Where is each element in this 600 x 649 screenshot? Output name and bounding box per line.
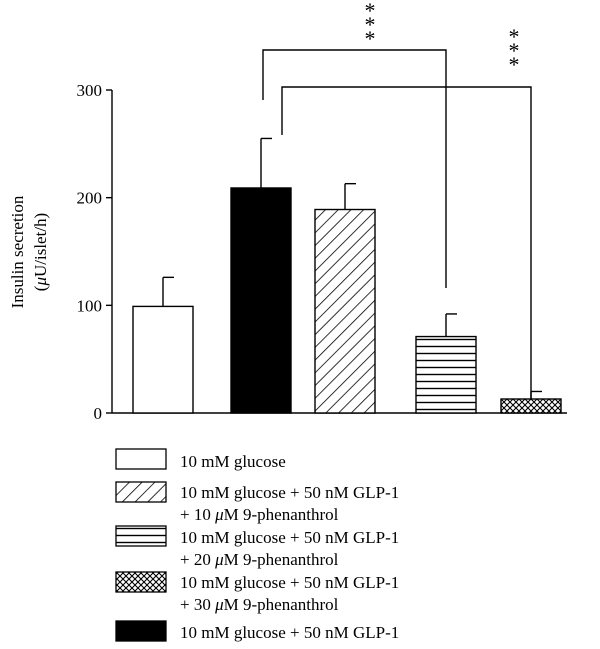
- significance-star: *: [365, 12, 376, 37]
- y-tick-label: 100: [77, 296, 103, 315]
- legend-item-3: 10 mM glucose + 50 nM GLP-1 + 20 μM 9-phe…: [115, 525, 399, 569]
- legend-item-5: 10 mM glucose + 50 nM GLP-1: [115, 620, 399, 642]
- significance-bracket-2: [281, 86, 532, 400]
- y-tick-label: 0: [94, 404, 103, 423]
- significance-label-1: ***: [365, 0, 376, 51]
- y-axis-label: Insulin secretion (μU/islet/h): [8, 195, 50, 308]
- legend-swatch: [115, 571, 167, 593]
- significance-brackets: *** ***: [262, 0, 532, 400]
- legend-label-line2: + 10 μM 9-phenanthrol: [180, 505, 339, 524]
- y-tick-label: 200: [77, 189, 103, 208]
- bar-1: [132, 305, 194, 414]
- significance-star: *: [365, 0, 376, 23]
- legend-label: 10 mM glucose + 50 nM GLP-1: [180, 573, 399, 592]
- bar-4: [415, 335, 477, 414]
- legend-label-line2: + 30 μM 9-phenanthrol: [180, 595, 339, 614]
- legend-item-4: 10 mM glucose + 50 nM GLP-1 + 30 μM 9-phe…: [115, 571, 399, 614]
- significance-label-2: ***: [509, 24, 520, 77]
- legend-item-1: 10 mM glucose: [115, 448, 286, 471]
- legend-label: 10 mM glucose: [180, 452, 286, 471]
- bar-5: [500, 398, 562, 414]
- legend-item-2: 10 mM glucose + 50 nM GLP-1 + 10 μM 9-phe…: [115, 481, 399, 524]
- legend-swatch: [115, 620, 167, 642]
- legend-swatch: [115, 481, 167, 503]
- y-axis-label-line2: (μU/islet/h): [31, 213, 50, 291]
- legend: 10 mM glucose 10 mM glucose + 50 nM GLP-1…: [115, 448, 399, 642]
- significance-star: *: [509, 38, 520, 63]
- bars: [132, 137, 562, 414]
- legend-label: 10 mM glucose + 50 nM GLP-1: [180, 528, 399, 547]
- legend-label: 10 mM glucose + 50 nM GLP-1: [180, 623, 399, 642]
- bar-3: [314, 208, 376, 414]
- legend-swatch: [115, 525, 167, 547]
- significance-star: *: [509, 52, 520, 77]
- legend-label-line2: + 20 μM 9-phenanthrol: [180, 550, 339, 569]
- legend-swatch: [115, 448, 167, 470]
- bar-2: [230, 187, 292, 414]
- legend-label: 10 mM glucose + 50 nM GLP-1: [180, 483, 399, 502]
- significance-star: *: [509, 24, 520, 49]
- significance-star: *: [365, 26, 376, 51]
- y-tick-label: 300: [77, 81, 103, 100]
- y-axis-label-line1: Insulin secretion: [8, 195, 27, 308]
- significance-bracket-1: [262, 49, 447, 288]
